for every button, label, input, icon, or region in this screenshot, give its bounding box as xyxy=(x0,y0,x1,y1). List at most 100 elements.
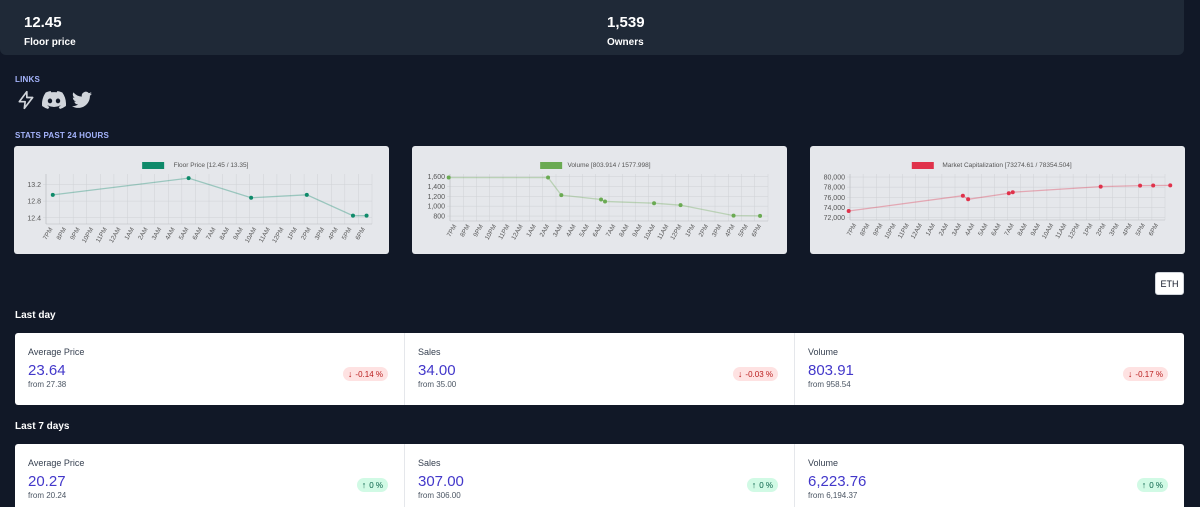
y-tick-label: 800 xyxy=(433,214,445,221)
y-tick-label: 1,600 xyxy=(427,174,445,181)
series-line xyxy=(52,177,367,217)
metric-label: Volume xyxy=(808,347,839,357)
data-point xyxy=(758,213,763,218)
data-point xyxy=(364,213,369,218)
x-tick-label: 4PM xyxy=(724,224,737,239)
x-tick-label: 7AM xyxy=(1003,223,1016,238)
change-badge: ↑ 0 % xyxy=(746,478,778,492)
metric-label: Sales xyxy=(418,458,441,468)
data-point xyxy=(599,197,604,202)
lightning-icon[interactable] xyxy=(16,90,36,110)
x-tick-label: 10PM xyxy=(81,227,95,245)
y-tick-label: 76,000 xyxy=(824,195,846,202)
x-tick-label: 10AM xyxy=(1041,223,1055,241)
metric-previous: from 27.38 xyxy=(28,380,67,389)
data-point xyxy=(446,175,451,180)
x-tick-label: 8AM xyxy=(618,224,631,239)
twitter-icon[interactable] xyxy=(72,91,92,109)
legend-swatch xyxy=(540,162,563,169)
volume-chart: Volume [803.914 / 1577.998] 1,600 1,400 1,2… xyxy=(412,146,787,254)
x-tick-label: 12AM xyxy=(910,223,924,241)
metric-value: 307.00 xyxy=(418,473,464,490)
x-tick-label: 5AM xyxy=(578,224,591,239)
last-7-days-average-price: Average Price 20.27 from 20.24 ↑ 0 % xyxy=(15,444,405,507)
x-tick-label: 7PM xyxy=(846,223,859,238)
arrow-down-icon: ↓ xyxy=(347,369,353,379)
x-tick-label: 5AM xyxy=(178,227,191,242)
data-point xyxy=(304,192,309,197)
change-value: 0 % xyxy=(369,480,383,490)
metric-value: 34.00 xyxy=(418,362,456,379)
owners-stat: 1,539 Owners xyxy=(607,14,645,48)
x-tick-label: 10AM xyxy=(643,224,657,242)
x-tick-label: 12AM xyxy=(108,227,122,245)
currency-toggle-button[interactable]: ETH xyxy=(1155,272,1184,295)
arrow-up-icon: ↑ xyxy=(361,480,367,490)
data-point xyxy=(1138,183,1143,188)
data-point xyxy=(966,197,971,202)
arrow-down-icon: ↓ xyxy=(737,369,743,379)
metric-previous: from 306.00 xyxy=(418,491,461,500)
last-7-days-metrics: Average Price 20.27 from 20.24 ↑ 0 % Sale… xyxy=(15,444,1184,507)
metric-previous: from 20.24 xyxy=(28,491,67,500)
legend-swatch xyxy=(911,162,934,169)
arrow-up-icon: ↑ xyxy=(751,480,757,490)
change-badge: ↑ 0 % xyxy=(1136,478,1168,492)
x-tick-label: 5PM xyxy=(1135,223,1148,238)
x-tick-label: 9AM xyxy=(631,224,644,239)
x-tick-label: 1AM xyxy=(123,227,136,242)
change-badge: ↑ 0 % xyxy=(356,478,388,492)
x-tick-label: 12AM xyxy=(510,224,524,242)
x-tick-label: 2AM xyxy=(938,223,951,238)
metric-label: Sales xyxy=(418,347,441,357)
x-tick-label: 1PM xyxy=(1082,223,1095,238)
discord-icon[interactable] xyxy=(42,90,66,110)
x-tick-label: 11AM xyxy=(258,227,272,244)
x-tick-label: 3PM xyxy=(711,224,724,239)
floor-price-chart-svg: Floor Price [12.45 / 13.35]13.212.812.47… xyxy=(27,162,373,245)
x-tick-label: 3PM xyxy=(314,227,327,242)
x-tick-label: 8AM xyxy=(1016,223,1029,238)
x-tick-label: 2PM xyxy=(1095,223,1108,238)
x-tick-label: 10PM xyxy=(484,224,498,242)
change-value: -0.17 % xyxy=(1135,369,1163,379)
legend-label: Floor Price [12.45 / 13.35] xyxy=(174,162,249,169)
y-tick-label: 12.8 xyxy=(27,199,41,206)
x-tick-label: 6AM xyxy=(990,223,1003,238)
market-cap-chart: Market Capitalization [73274.61 / 78354.… xyxy=(810,146,1185,254)
floor-price-value: 12.45 xyxy=(24,14,62,31)
x-tick-label: 7PM xyxy=(42,227,55,242)
series-line xyxy=(448,176,761,217)
metric-label: Average Price xyxy=(28,458,85,468)
change-value: -0.14 % xyxy=(355,369,383,379)
x-tick-label: 2PM xyxy=(698,224,711,239)
floor-price-chart: Floor Price [12.45 / 13.35] 13.2 12.8 12.4 7… xyxy=(14,146,389,254)
links-heading: LINKS xyxy=(15,75,40,84)
x-tick-label: 10PM xyxy=(883,223,897,241)
change-value: 0 % xyxy=(1149,480,1163,490)
x-tick-label: 6AM xyxy=(191,227,204,242)
last-day-title: Last day xyxy=(15,310,56,321)
change-value: -0.03 % xyxy=(745,369,773,379)
change-value: 0 % xyxy=(759,480,773,490)
x-tick-label: 5PM xyxy=(341,227,354,242)
metric-previous: from 35.00 xyxy=(418,380,457,389)
market-cap-chart-svg: Market Capitalization [73274.61 / 78354.… xyxy=(824,162,1173,241)
change-badge: ↓ -0.17 % xyxy=(1122,367,1168,381)
metric-value: 6,223.76 xyxy=(808,473,867,490)
data-point xyxy=(603,199,608,204)
x-tick-label: 8AM xyxy=(219,227,232,242)
x-tick-label: 10AM xyxy=(244,227,258,245)
data-point xyxy=(1151,183,1156,188)
data-point xyxy=(1168,183,1173,188)
data-point xyxy=(846,209,851,214)
floor-price-stat: 12.45 Floor price xyxy=(24,14,76,48)
legend-swatch xyxy=(142,162,165,169)
data-point xyxy=(249,195,254,200)
arrow-up-icon: ↑ xyxy=(1141,480,1147,490)
x-tick-label: 12PM xyxy=(1067,223,1081,241)
arrow-down-icon: ↓ xyxy=(1127,369,1133,379)
legend-label: Volume [803.914 / 1577.998] xyxy=(567,162,650,169)
legend-label: Market Capitalization [73274.61 / 78354.… xyxy=(942,162,1072,169)
change-badge: ↓ -0.03 % xyxy=(732,367,778,381)
